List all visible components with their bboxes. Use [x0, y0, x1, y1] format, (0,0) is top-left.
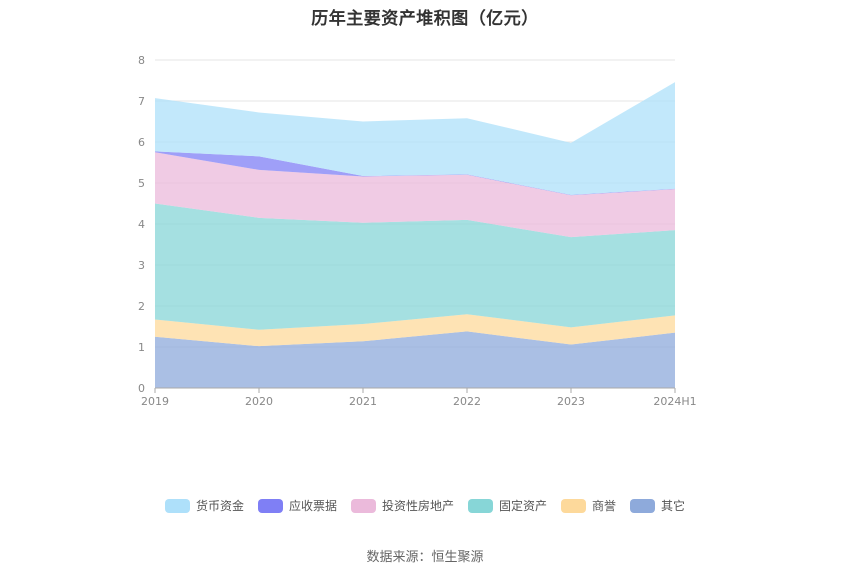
y-tick-label: 3: [138, 259, 145, 272]
x-tick-label: 2021: [349, 395, 377, 408]
legend-swatch-goodwill: [561, 498, 587, 513]
legend-label-other: 其它: [661, 499, 686, 513]
y-tick-label: 2: [138, 300, 145, 313]
x-tick-label: 2019: [141, 395, 169, 408]
legend-item-goodwill[interactable]: 商誉: [561, 497, 616, 514]
x-tick-label: 2024H1: [653, 395, 696, 408]
area-series-应收票据: [155, 151, 675, 196]
legend-label-goodwill: 商誉: [592, 499, 617, 513]
y-tick-label: 8: [138, 54, 145, 67]
stacked-area-chart: 0 1 2 3 4 5 6 7 8 2019 2020 2021 2022 2023 2024H1: [138, 54, 697, 408]
legend-item-fixed-assets[interactable]: 固定资产: [468, 497, 547, 514]
area-series-商誉: [155, 314, 675, 347]
chart-title: 历年主要资产堆积图（亿元）: [311, 9, 539, 29]
legend-label-cash: 货币资金: [195, 499, 244, 513]
legend-item-investment-property[interactable]: 投资性房地产: [350, 497, 454, 514]
area-series-其它: [155, 331, 675, 388]
legend-swatch-fixed-assets: [468, 498, 493, 513]
legend-item-other[interactable]: 其它: [630, 497, 685, 514]
legend-label-investment-property: 投资性房地产: [381, 499, 454, 513]
area-series-固定资产: [155, 203, 675, 330]
legend-swatch-cash: [164, 498, 190, 513]
y-tick-label: 4: [138, 218, 145, 231]
legend-item-cash[interactable]: 货币资金: [164, 497, 244, 514]
y-tick-label: 0: [138, 382, 145, 395]
y-tick-label: 7: [138, 95, 145, 108]
area-series-投资性房地产: [155, 152, 675, 238]
y-tick-label: 5: [138, 177, 145, 190]
legend-label-fixed-assets: 固定资产: [499, 499, 548, 513]
x-tick-label: 2023: [557, 395, 585, 408]
legend-item-notes-receivable[interactable]: 应收票据: [257, 497, 337, 514]
legend-swatch-investment-property: [350, 498, 376, 513]
legend-swatch-other: [630, 498, 656, 513]
legend-label-notes-receivable: 应收票据: [288, 499, 337, 513]
legend-swatch-notes-receivable: [257, 498, 283, 513]
area-series-货币资金: [155, 82, 675, 195]
data-source: 数据来源：恒生聚源: [366, 550, 484, 565]
y-tick-label: 1: [138, 341, 145, 354]
chart-legend: 货币资金 应收票据 投资性房地产 固定资产 商誉 其它: [0, 497, 850, 514]
x-tick-label: 2020: [245, 395, 273, 408]
x-tick-label: 2022: [453, 395, 481, 408]
y-tick-label: 6: [138, 136, 145, 149]
